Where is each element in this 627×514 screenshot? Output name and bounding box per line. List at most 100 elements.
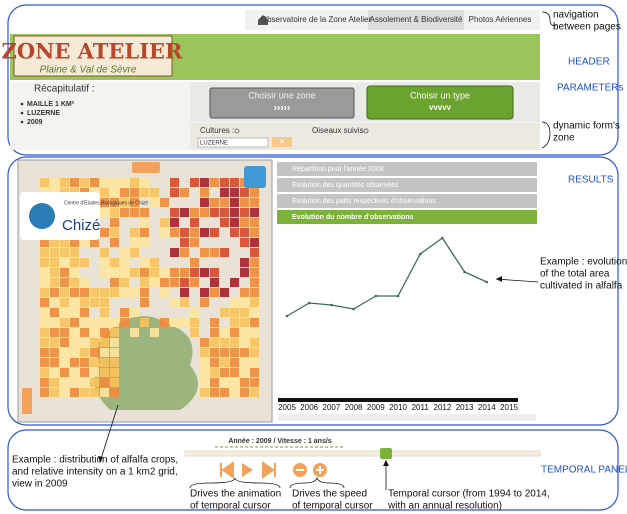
frame-results — [7, 156, 619, 426]
grid-cell — [150, 278, 159, 287]
grid-cell — [40, 368, 49, 377]
grid-cell — [190, 218, 199, 227]
point — [441, 236, 444, 240]
grid-cell — [200, 378, 209, 387]
last-button[interactable] — [262, 461, 276, 479]
grid-cell — [50, 238, 59, 247]
grid-cell — [130, 198, 139, 207]
grid-cell — [70, 348, 79, 357]
annotation: between pages — [553, 22, 621, 33]
grid-cell — [240, 268, 249, 277]
grid-cell — [210, 268, 219, 277]
grid-cell — [180, 268, 189, 277]
slider-track[interactable] — [184, 450, 541, 457]
grid-cell — [40, 278, 49, 287]
grid-cell — [240, 208, 249, 217]
header-logo[interactable] — [13, 35, 173, 77]
play-button[interactable] — [242, 463, 253, 477]
grid-cell — [170, 268, 179, 277]
zoom-control[interactable] — [22, 388, 32, 414]
grid-cell — [110, 188, 119, 197]
grid-cell — [180, 278, 189, 287]
grid-cell — [150, 328, 159, 337]
grid-cell — [180, 228, 189, 237]
grid-cell — [110, 238, 119, 247]
nav-item[interactable]: Assolement & Biodiversité — [370, 15, 463, 24]
grid-cell — [50, 368, 59, 377]
grid-cell — [120, 208, 129, 217]
grid-cell — [240, 258, 249, 267]
x-tick-label: 2014 — [478, 403, 496, 412]
first-button[interactable] — [220, 461, 234, 479]
grid-cell — [60, 328, 69, 337]
grid-cell — [110, 368, 119, 377]
grid-cell — [180, 208, 189, 217]
radio[interactable] — [234, 128, 240, 134]
grid-cell — [230, 218, 239, 227]
layer-button[interactable] — [244, 166, 266, 188]
accordion-item[interactable] — [277, 162, 537, 176]
annotation: Drives the animation — [190, 489, 281, 500]
grid-cell — [70, 308, 79, 317]
slider-cursor[interactable] — [380, 448, 392, 459]
grid-cell — [80, 238, 89, 247]
grid-cell — [70, 178, 79, 187]
annotation: of temporal cursor — [190, 501, 271, 512]
button-type[interactable] — [366, 85, 514, 120]
grid-cell — [230, 298, 239, 307]
header-subtitle: Plaine & Val de Sèvre — [40, 65, 137, 76]
grid-cell — [200, 338, 209, 347]
accordion-item[interactable] — [277, 178, 537, 192]
grid-cell — [80, 378, 89, 387]
grid-cell — [140, 298, 149, 307]
grid-cell — [200, 368, 209, 377]
grid-cell — [130, 308, 139, 317]
button-zone[interactable] — [209, 87, 355, 119]
grid-cell — [170, 318, 179, 327]
clear-button[interactable] — [272, 137, 292, 147]
field-birds: Oiseaux suivis : — [312, 126, 368, 135]
grid-cell — [250, 278, 259, 287]
point — [418, 252, 422, 256]
grid-cell — [250, 328, 259, 337]
grid-cell — [170, 228, 179, 237]
grid-cell — [70, 258, 79, 267]
grid-cell — [100, 308, 109, 317]
home-icon[interactable] — [258, 15, 268, 25]
grid-cell — [100, 188, 109, 197]
grid-cell — [60, 258, 69, 267]
grid-cell — [90, 328, 99, 337]
annotation: of temporal cursor — [292, 501, 373, 512]
grid-cell — [210, 178, 219, 187]
grid-cell — [240, 198, 249, 207]
grid-cell — [200, 188, 209, 197]
annotation: with an annual resolution) — [387, 501, 502, 512]
grid-cell — [60, 238, 69, 247]
nav-item[interactable]: Photos Aériennes — [469, 15, 532, 24]
grid-cell — [230, 318, 239, 327]
grid-cell — [70, 378, 79, 387]
grid-cell — [230, 358, 239, 367]
grid-cell — [220, 208, 229, 217]
grid-cell — [100, 178, 109, 187]
map-button[interactable] — [132, 162, 160, 173]
accordion-item[interactable] — [277, 194, 537, 208]
accordion-item[interactable] — [277, 210, 537, 224]
grid-cell — [100, 348, 109, 357]
grid-cell — [130, 188, 139, 197]
grid-cell — [110, 388, 119, 397]
input-box[interactable] — [197, 137, 269, 148]
nav-item[interactable]: Observatoire de la Zone Atelier — [261, 15, 372, 24]
radio[interactable] — [363, 128, 369, 134]
grid-cell — [200, 228, 209, 237]
grid-cell — [100, 378, 109, 387]
grid-cell — [50, 178, 59, 187]
grid-cell — [220, 178, 229, 187]
point — [374, 294, 378, 298]
grid-cell — [200, 208, 209, 217]
grid-cell — [50, 348, 59, 357]
pointer-map — [99, 404, 119, 463]
annotation: TEMPORAL PANEL — [541, 465, 627, 476]
grid-cell — [230, 348, 239, 357]
